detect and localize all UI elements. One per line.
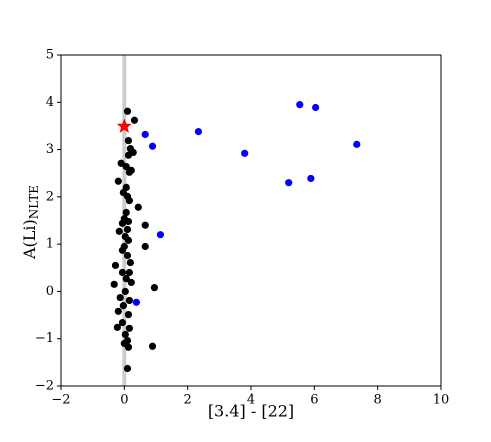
point (150, 284, 159, 292)
point (118, 246, 127, 254)
point (125, 268, 133, 277)
point (124, 217, 133, 226)
point (122, 208, 130, 217)
point (127, 278, 135, 287)
point (126, 258, 134, 267)
point (123, 107, 132, 115)
y-label-sub: NLTE (27, 185, 41, 219)
y-tick-label: 5 (46, 48, 54, 63)
x-tick-label: 4 (247, 393, 255, 408)
point (111, 261, 120, 270)
point (124, 136, 133, 145)
point (285, 179, 293, 187)
y-tick-label: −1 (35, 331, 54, 346)
point (141, 221, 149, 229)
point (114, 307, 122, 315)
point (241, 149, 249, 157)
x-tick-label: −2 (51, 393, 70, 408)
point (118, 219, 127, 227)
point (148, 142, 157, 150)
point (141, 242, 149, 251)
point (353, 140, 361, 148)
y-tick-label: 1 (46, 237, 54, 252)
point (119, 302, 127, 310)
point (312, 103, 320, 112)
y-tick-label: 3 (46, 142, 54, 157)
x-tick-label: 8 (374, 393, 382, 408)
y-tick-label: 4 (46, 95, 54, 110)
point (125, 296, 133, 305)
point (110, 280, 118, 288)
point (121, 287, 129, 296)
point (121, 330, 129, 339)
x-tick-label: 10 (433, 393, 450, 408)
point (124, 310, 133, 319)
point (148, 342, 157, 350)
point (122, 162, 130, 171)
point (156, 231, 165, 239)
point (114, 177, 122, 185)
x-tick-label: 0 (120, 393, 128, 408)
point (124, 343, 133, 351)
point (129, 148, 137, 157)
point (123, 251, 132, 260)
point (127, 166, 135, 174)
y-label-main: A(Li) (20, 219, 39, 260)
point (122, 275, 130, 283)
y-axis-label: A(Li)NLTE (20, 185, 41, 260)
point (123, 225, 132, 234)
plot-frame (60, 54, 442, 387)
point (141, 130, 149, 139)
star-point (116, 118, 132, 133)
point (124, 236, 133, 244)
point (307, 174, 315, 183)
point (115, 227, 123, 235)
point (132, 298, 140, 306)
point (194, 128, 203, 136)
point (116, 293, 124, 302)
point (123, 364, 132, 373)
x-tick-label: 6 (310, 393, 318, 408)
x-axis-label: [3.4] - [22] (208, 402, 294, 421)
y-tick-label: −2 (35, 379, 54, 394)
point (125, 324, 133, 332)
point (118, 319, 127, 327)
point (296, 101, 304, 109)
y-tick-label: 2 (46, 189, 54, 204)
y-tick-label: 0 (46, 284, 54, 299)
point (113, 323, 121, 331)
point (134, 203, 142, 211)
point (125, 197, 133, 205)
x-tick-label: 2 (184, 393, 192, 408)
point (118, 268, 127, 277)
point (130, 116, 139, 124)
